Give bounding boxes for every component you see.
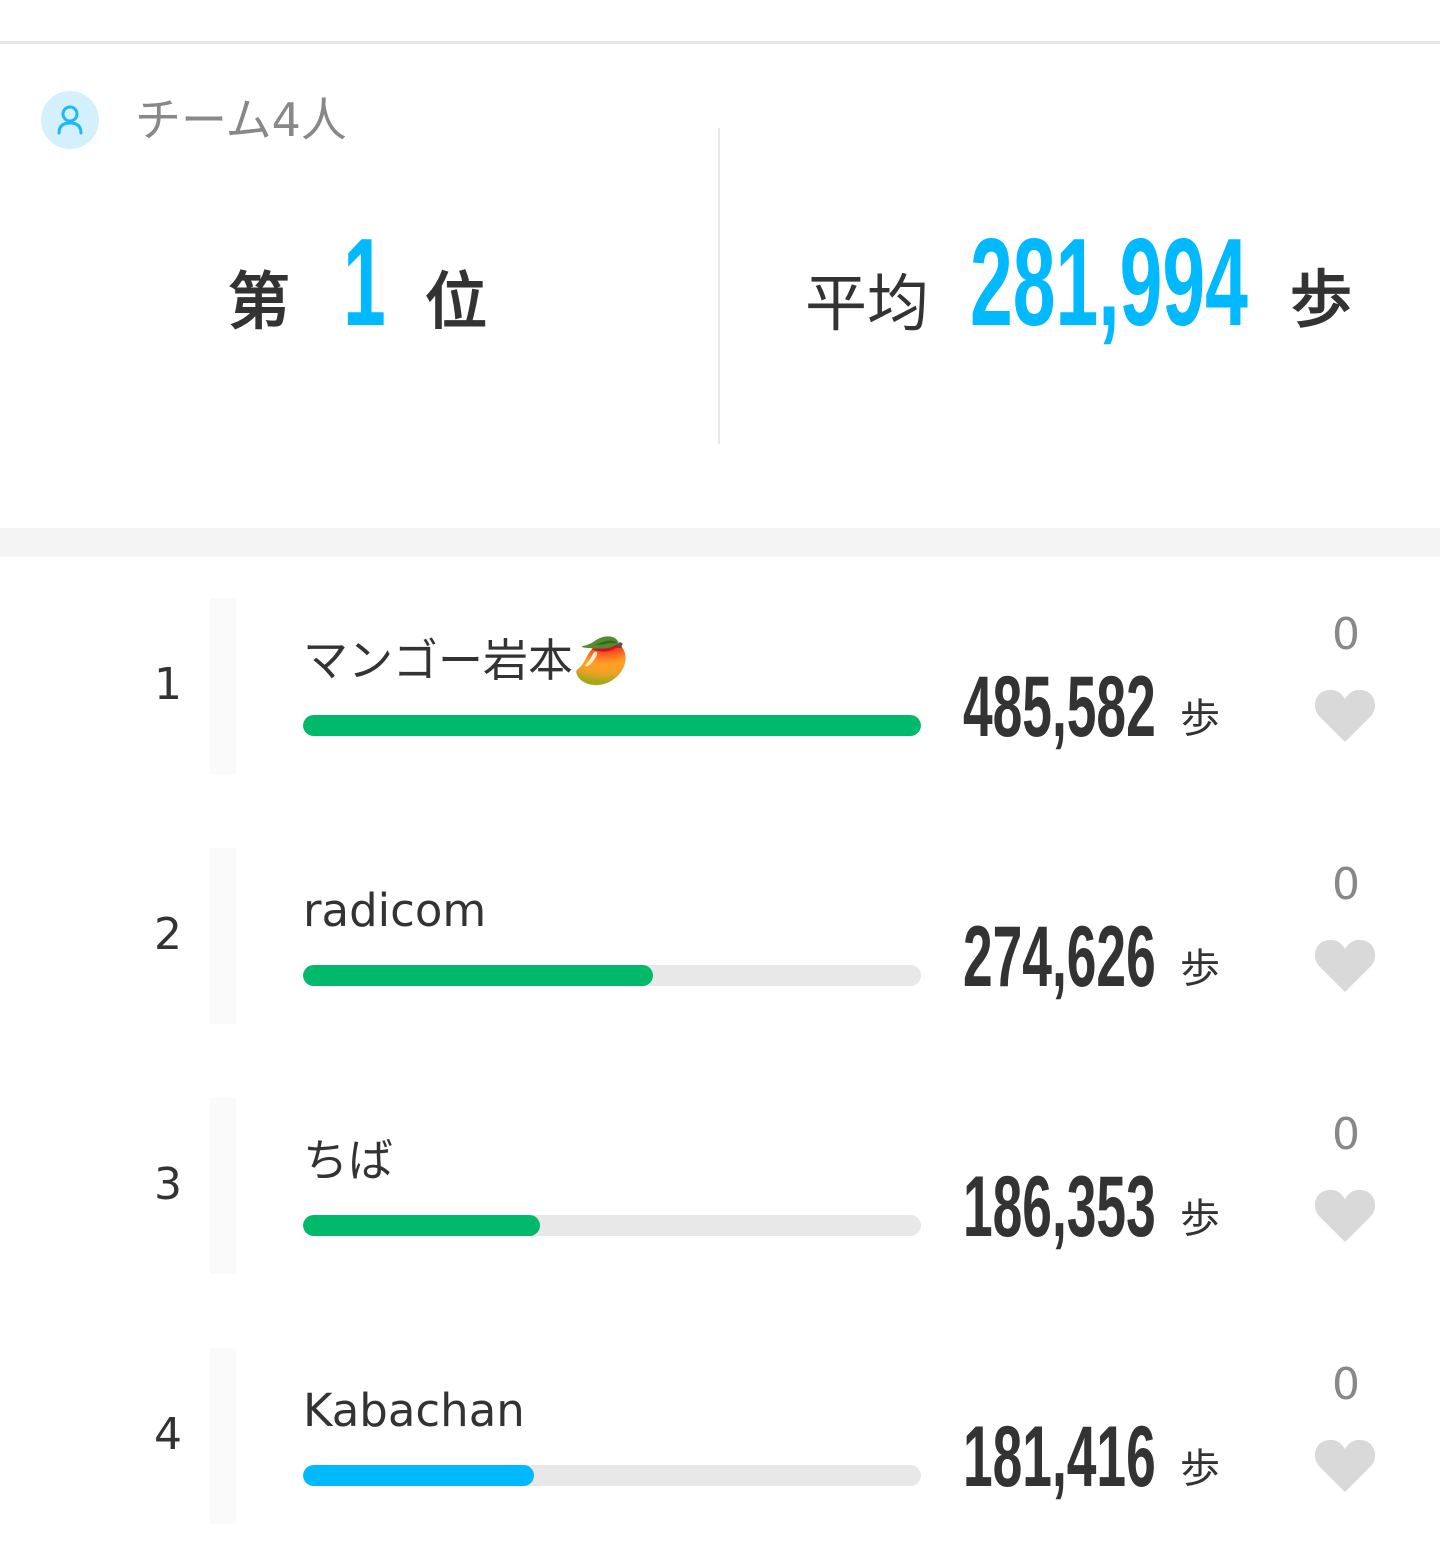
progress-track <box>303 965 921 986</box>
steps-unit: 歩 <box>1180 946 1220 992</box>
member-steps-value: 181,416 <box>963 1409 1156 1505</box>
member-steps: 485,582 <box>963 664 1274 750</box>
team-person-icon <box>41 91 99 149</box>
average-label: 平均 <box>805 267 930 340</box>
team-member-count: チーム4人 <box>135 93 347 147</box>
rank-separator <box>210 1348 236 1524</box>
progress-fill <box>303 715 921 736</box>
section-separator <box>0 528 1440 557</box>
member-steps: 274,626 <box>963 914 1274 1000</box>
member-steps: 181,416 <box>963 1414 1274 1500</box>
member-steps-value: 186,353 <box>963 1159 1156 1255</box>
progress-fill <box>303 1215 541 1236</box>
progress-track <box>303 1215 921 1236</box>
like-count: 0 <box>1332 859 1360 910</box>
progress-track <box>303 715 921 736</box>
member-steps: 186,353 <box>963 1164 1274 1250</box>
member-steps-value: 274,626 <box>963 909 1156 1005</box>
member-rank: 4 <box>154 1409 182 1460</box>
heart-icon[interactable] <box>1313 938 1377 994</box>
progress-fill <box>303 965 653 986</box>
like-count: 0 <box>1332 609 1360 660</box>
member-rank: 2 <box>154 909 182 960</box>
summary-divider <box>718 128 720 444</box>
member-name: ちば <box>303 1134 394 1187</box>
member-rank: 1 <box>154 659 182 710</box>
average-unit: 歩 <box>1290 263 1353 336</box>
like-count: 0 <box>1332 1359 1360 1410</box>
member-rank: 3 <box>154 1159 182 1210</box>
top-divider <box>0 41 1440 44</box>
heart-icon[interactable] <box>1313 688 1377 744</box>
rank-separator <box>210 1098 236 1274</box>
rank-suffix: 位 <box>425 265 488 338</box>
steps-unit: 歩 <box>1180 696 1220 742</box>
average-steps: 281,994 <box>970 214 1418 352</box>
member-row[interactable]: 3 ちば 186,353 歩 0 <box>0 1060 1440 1310</box>
progress-fill <box>303 1465 535 1486</box>
steps-unit: 歩 <box>1180 1196 1220 1242</box>
like-count: 0 <box>1332 1109 1360 1160</box>
rank-prefix: 第 <box>228 265 291 338</box>
progress-track <box>303 1465 921 1486</box>
member-name: radicom <box>303 884 487 937</box>
steps-unit: 歩 <box>1180 1446 1220 1492</box>
team-rank: 1 <box>343 214 412 352</box>
member-row[interactable]: 2 radicom 274,626 歩 0 <box>0 810 1440 1060</box>
rank-separator <box>210 598 236 774</box>
team-rank-value: 1 <box>343 214 386 352</box>
member-name: マンゴー岩本🥭 <box>303 634 630 687</box>
rank-separator <box>210 848 236 1024</box>
heart-icon[interactable] <box>1313 1438 1377 1494</box>
member-row[interactable]: 1 マンゴー岩本🥭 485,582 歩 0 <box>0 560 1440 810</box>
member-steps-value: 485,582 <box>963 659 1156 755</box>
heart-icon[interactable] <box>1313 1188 1377 1244</box>
average-steps-value: 281,994 <box>970 214 1248 352</box>
member-row[interactable]: 4 Kabachan 181,416 歩 0 <box>0 1310 1440 1560</box>
member-name: Kabachan <box>303 1384 525 1437</box>
